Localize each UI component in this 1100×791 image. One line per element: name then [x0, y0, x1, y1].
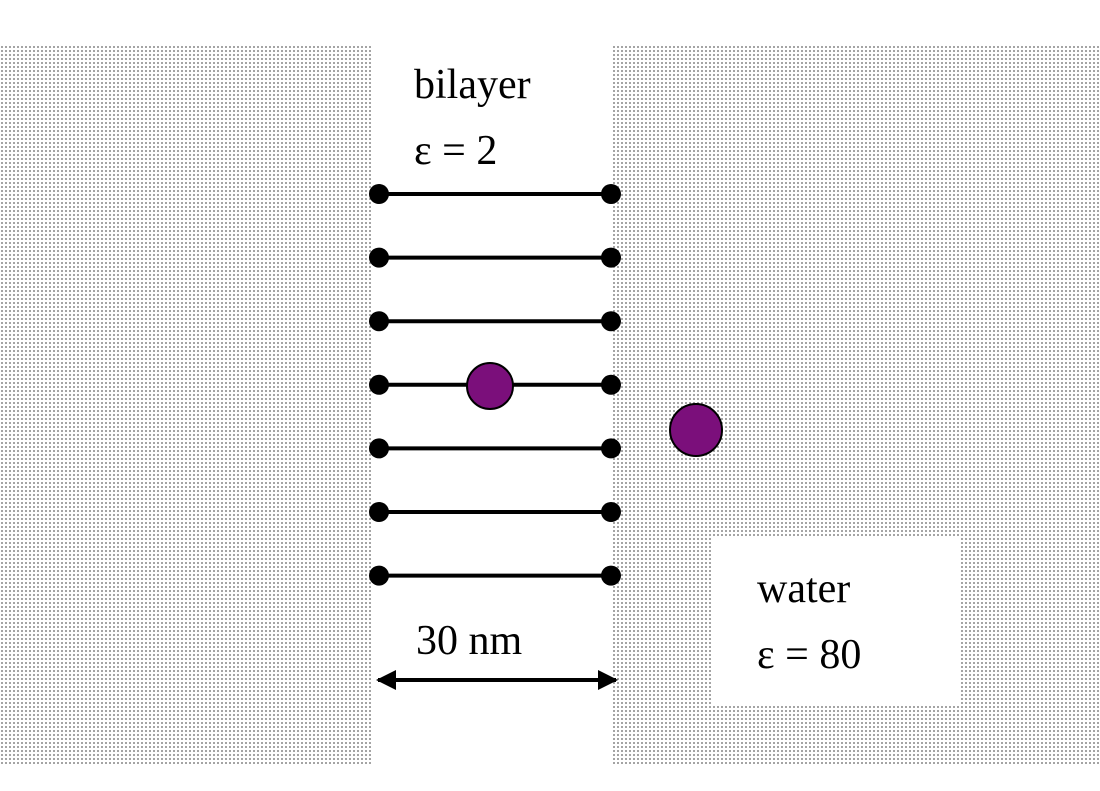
lipid-head-right — [601, 502, 621, 522]
lipid-head-left — [369, 311, 389, 332]
lipid-head-right — [601, 438, 621, 459]
lipid-head-left — [369, 502, 389, 522]
water-permittivity: ε = 80 — [757, 632, 862, 678]
lipid-head-right — [601, 374, 621, 395]
lipid-head-right — [601, 311, 621, 332]
lipid-head-left — [369, 247, 389, 268]
water-region-left — [0, 45, 372, 765]
ion-in-bilayer — [466, 362, 514, 410]
ion-in-water — [669, 403, 723, 457]
lipid-head-left — [369, 374, 389, 395]
bilayer-permittivity: ε = 2 — [414, 128, 498, 174]
lipid-head-left — [369, 184, 389, 204]
bilayer-title: bilayer — [414, 62, 531, 108]
lipid-head-left — [369, 438, 389, 459]
lipid-layers — [369, 184, 621, 586]
water-title: water — [757, 566, 851, 612]
lipid-head-right — [601, 247, 621, 268]
lipid-head-right — [601, 565, 621, 586]
lipid-head-left — [369, 565, 389, 586]
bilayer-width-label: 30 nm — [416, 618, 523, 664]
water-label-box — [712, 538, 960, 704]
lipid-head-right — [601, 184, 621, 204]
